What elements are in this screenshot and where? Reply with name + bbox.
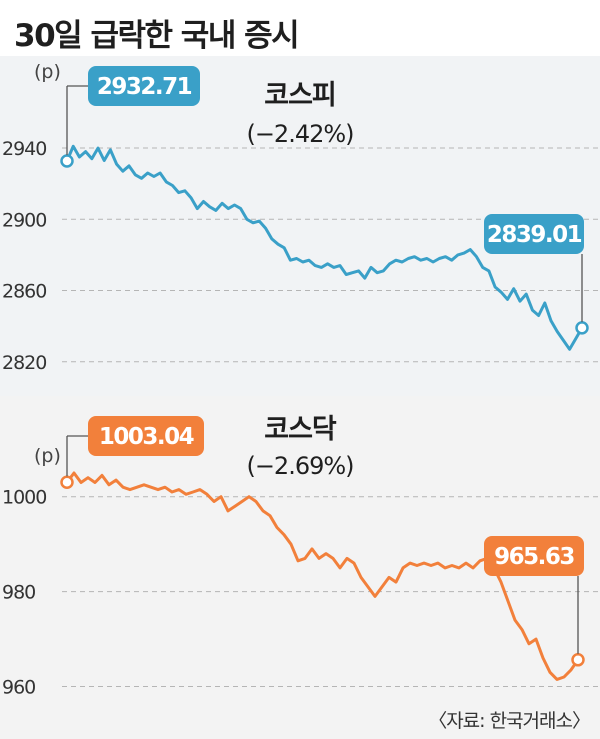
kosdaq-y-tick-label: 980 [2,582,35,604]
page-title: 30일 급락한 국내 증시 [14,18,300,54]
kospi-y-tick-label: 2940 [2,138,46,160]
kospi-series-line [65,144,584,351]
kosdaq-series-line [65,471,580,681]
kosdaq-series-name: 코스닥 [264,414,337,445]
kosdaq-end-callout-box [484,536,584,576]
kosdaq-chart: (p) 1000 980 960 코스닥 (−2.69%) 1003.04 965.63 [2,414,600,699]
kospi-y-tick-label: 2860 [2,281,46,303]
kosdaq-end-value-label: 965.63 [494,544,574,570]
kospi-end-point [575,321,589,335]
kospi-end-value-label: 2839.01 [487,222,582,248]
kosdaq-start-callout-box [88,416,204,456]
kosdaq-panel: (p) 1000 980 960 코스닥 (−2.69%) 1003.04 965.63 [0,396,600,739]
source-note: 〈자료: 한국거래소〉 [428,710,591,732]
kospi-change-label: (−2.42%) [246,120,353,148]
kospi-series-name: 코스피 [264,80,336,111]
kospi-y-tick-label: 2820 [2,352,46,374]
kospi-start-value-label: 2932.71 [97,74,192,100]
kosdaq-start-value-label: 1003.04 [99,424,194,450]
kosdaq-end-point [571,653,585,667]
kospi-start-point [60,154,74,168]
kospi-unit-label: (p) [34,61,61,83]
kosdaq-y-tick-label: 1000 [2,487,46,509]
kospi-chart: (p) 2940 2900 2860 2820 코스피 (−2.42%) 2932.71 283… [2,61,600,374]
kospi-start-callout-box [88,66,200,106]
kospi-panel: (p) 2940 2900 2860 2820 코스피 (−2.42%) 2932.71 283… [0,56,600,396]
kosdaq-start-point [60,475,74,490]
kosdaq-change-label: (−2.69%) [246,452,353,480]
kosdaq-unit-label: (p) [34,445,61,467]
kospi-end-callout-box [484,214,584,254]
kosdaq-y-tick-label: 960 [2,677,35,699]
kospi-y-tick-label: 2900 [2,209,46,231]
